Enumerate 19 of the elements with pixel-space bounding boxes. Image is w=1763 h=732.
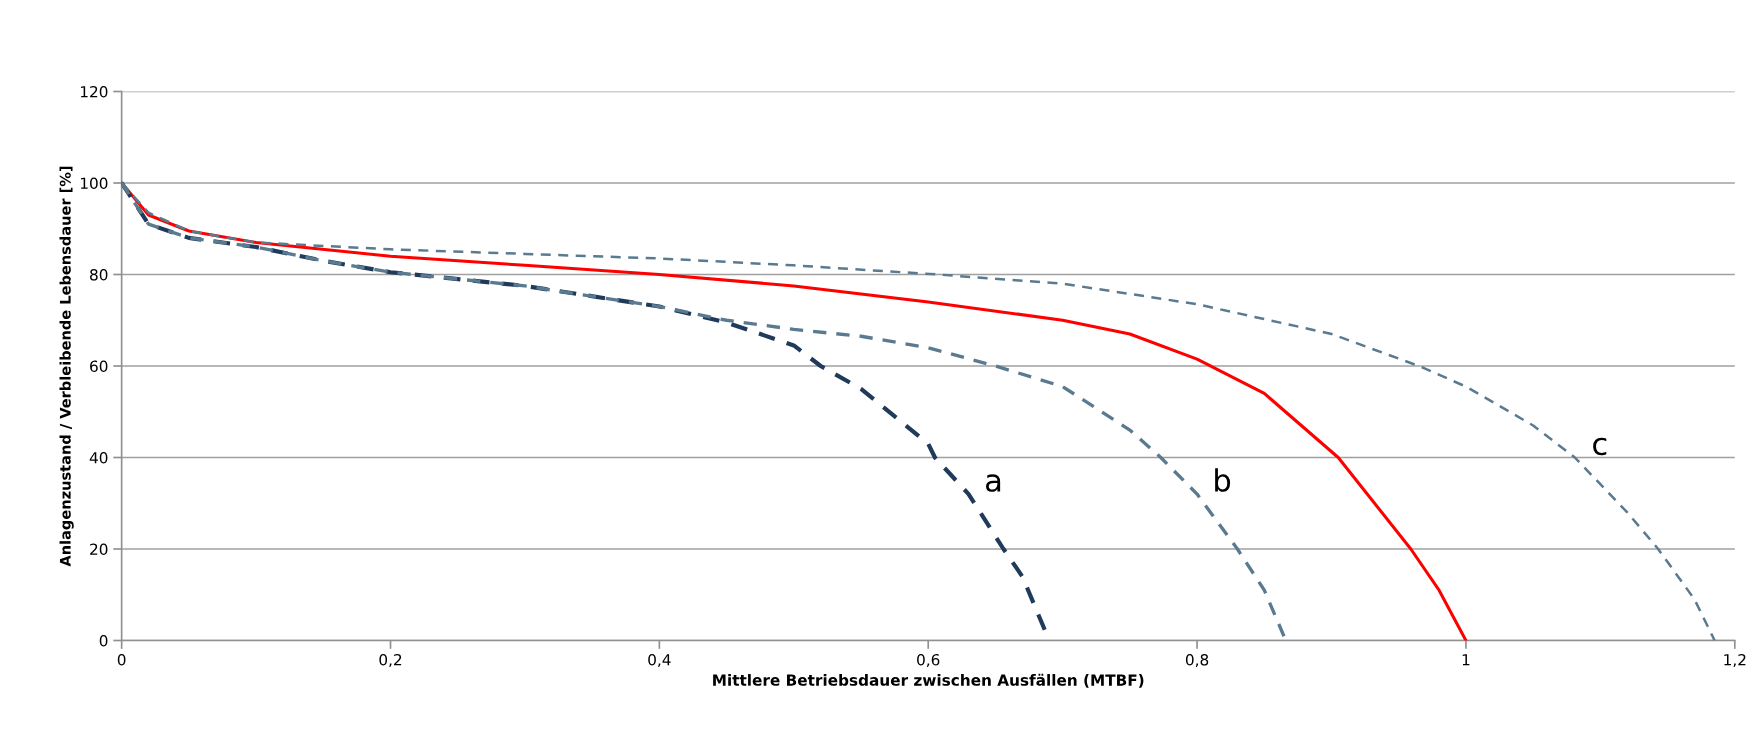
y-tick-label: 60 [90,360,108,373]
y-tick-label: 100 [80,177,108,190]
y-tick-label: 40 [89,451,108,464]
series-label: c [1593,437,1607,456]
x-axis-title: Mittlere Betriebsdauer zwischen Ausfällen (MTBF) [713,673,1144,688]
series-label: a [986,474,1001,492]
y-tick-label: 80 [90,268,108,281]
series-label: b [1215,468,1231,492]
x-tick-label: 0,6 [917,653,940,668]
y-axis-title: Anlagenzustand / Verbleibende Lebensdauer [%] [59,166,74,567]
x-tick-label: 0,2 [379,653,402,668]
y-tick-label: 120 [80,85,108,98]
y-tick-label: 0 [99,634,108,647]
y-tick-label: 20 [90,543,108,556]
x-tick-label: 0 [117,653,126,666]
x-tick-label: 0,8 [1185,653,1209,668]
x-tick-label: 0,4 [648,653,671,668]
x-tick-label: 1,2 [1724,653,1746,668]
x-tick-label: 1 [1462,654,1470,666]
